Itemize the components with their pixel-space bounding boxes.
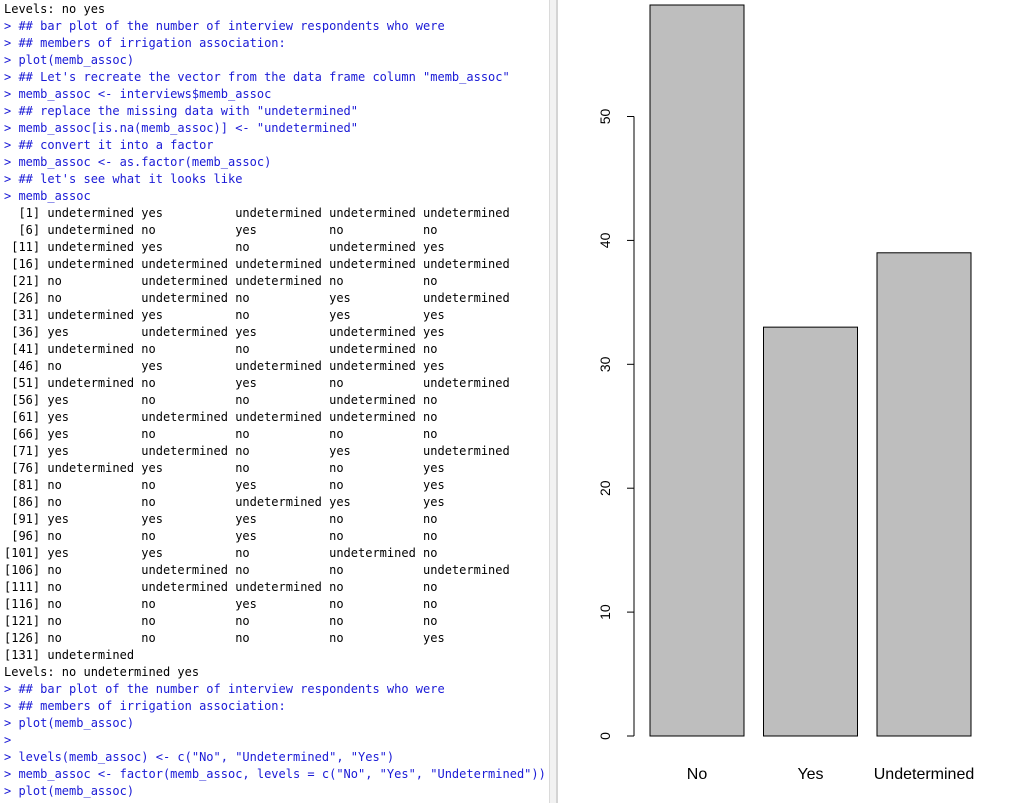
console-output-line: [21] no undetermined undetermined no no (4, 274, 438, 288)
console-input-line: > ## members of irrigation association: (4, 36, 286, 50)
y-tick-label: 30 (597, 356, 613, 372)
console-output-line: [66] yes no no no no (4, 427, 438, 441)
y-tick-label: 20 (597, 480, 613, 496)
console-output-line: [116] no no yes no no (4, 597, 438, 611)
bars-group (649, 4, 972, 737)
console-output-line: [61] yes undetermined undetermined undet… (4, 410, 438, 424)
console-output-line: Levels: no undetermined yes (4, 665, 200, 679)
console-input-line: > memb_assoc <- interviews$memb_assoc (4, 87, 272, 101)
y-tick-label: 40 (597, 232, 613, 248)
console-input-line: > ## bar plot of the number of interview… (4, 682, 445, 696)
console-output-line: [91] yes yes yes no no (4, 512, 438, 526)
console-output-line: [41] undetermined no no undetermined no (4, 342, 438, 356)
console-input-line: > ## replace the missing data with "unde… (4, 104, 359, 118)
console-scrollbar[interactable] (549, 0, 556, 803)
y-tick-label: 0 (597, 732, 613, 740)
console-output-line: [111] no undetermined undetermined no no (4, 580, 438, 594)
console-output-line: [51] undetermined no yes no undetermined (4, 376, 510, 390)
y-tick-label: 10 (597, 604, 613, 620)
console-output-line: [1] undetermined yes undetermined undete… (4, 206, 510, 220)
console-input-line: > memb_assoc <- factor(memb_assoc, level… (4, 767, 546, 781)
console-output-line: [81] no no yes no yes (4, 478, 445, 492)
console-output-line: [46] no yes undetermined undetermined ye… (4, 359, 445, 373)
x-tick-label: Yes (797, 766, 823, 783)
console-input-line: > ## convert it into a factor (4, 138, 214, 152)
console-input-line: > memb_assoc[is.na(memb_assoc)] <- "unde… (4, 121, 359, 135)
console-input-line: > ## members of irrigation association: (4, 699, 286, 713)
console-output-line: [71] yes undetermined no yes undetermine… (4, 444, 510, 458)
bar-yes (763, 326, 858, 737)
console-pane[interactable]: Levels: no yes > ## bar plot of the numbe… (0, 0, 549, 803)
console-input-line: > ## Let's recreate the vector from the … (4, 70, 510, 84)
console-output-line: [31] undetermined yes no yes yes (4, 308, 445, 322)
x-axis-labels: No Yes Undetermined (687, 766, 974, 783)
console-output-line: [6] undetermined no yes no no (4, 223, 438, 237)
console-output-line: Levels: no yes (4, 2, 106, 16)
console-output-line: [16] undetermined undetermined undetermi… (4, 257, 510, 271)
x-tick-label: No (687, 766, 708, 783)
console-output-line: [121] no no no no no (4, 614, 438, 628)
bar-undetermined (876, 252, 972, 737)
plot-pane: 0 10 20 30 40 50 No Yes Undetermined (558, 0, 1021, 803)
console-input-line: > plot(memb_assoc) (4, 716, 135, 730)
console-output-line: [106] no undetermined no no undetermined (4, 563, 510, 577)
console-output-line: [96] no no yes no no (4, 529, 438, 543)
console-output-line: [26] no undetermined no yes undetermined (4, 291, 510, 305)
pane-splitter[interactable] (556, 0, 558, 803)
console-output: Levels: no yes > ## bar plot of the numbe… (4, 2, 546, 798)
console-output-line: [76] undetermined yes no no yes (4, 461, 445, 475)
console-output-line: [86] no no undetermined yes yes (4, 495, 445, 509)
console-input-line: > (4, 733, 12, 747)
console-output-line: [131] undetermined (4, 648, 135, 662)
console-input-line: > memb_assoc (4, 189, 91, 203)
console-input-line: > ## bar plot of the number of interview… (4, 19, 445, 33)
console-input-line: > plot(memb_assoc) (4, 784, 135, 798)
console-output-line: [101] yes yes no undetermined no (4, 546, 438, 560)
console-output-line: [126] no no no no yes (4, 631, 445, 645)
y-tick-label: 50 (597, 109, 613, 125)
console-output-line: [36] yes undetermined yes undetermined y… (4, 325, 445, 339)
console-input-line: > levels(memb_assoc) <- c("No", "Undeter… (4, 750, 395, 764)
console-input-line: > plot(memb_assoc) (4, 53, 135, 67)
bar-no (649, 4, 745, 737)
console-output-line: [11] undetermined yes no undetermined ye… (4, 240, 445, 254)
bar-chart: 0 10 20 30 40 50 No Yes Undetermined (597, 4, 974, 783)
console-output-line: [56] yes no no undetermined no (4, 393, 438, 407)
x-tick-label: Undetermined (874, 766, 975, 783)
console-input-line: > ## let's see what it looks like (4, 172, 243, 186)
y-axis: 0 10 20 30 40 50 (597, 109, 635, 740)
console-input-line: > memb_assoc <- as.factor(memb_assoc) (4, 155, 272, 169)
